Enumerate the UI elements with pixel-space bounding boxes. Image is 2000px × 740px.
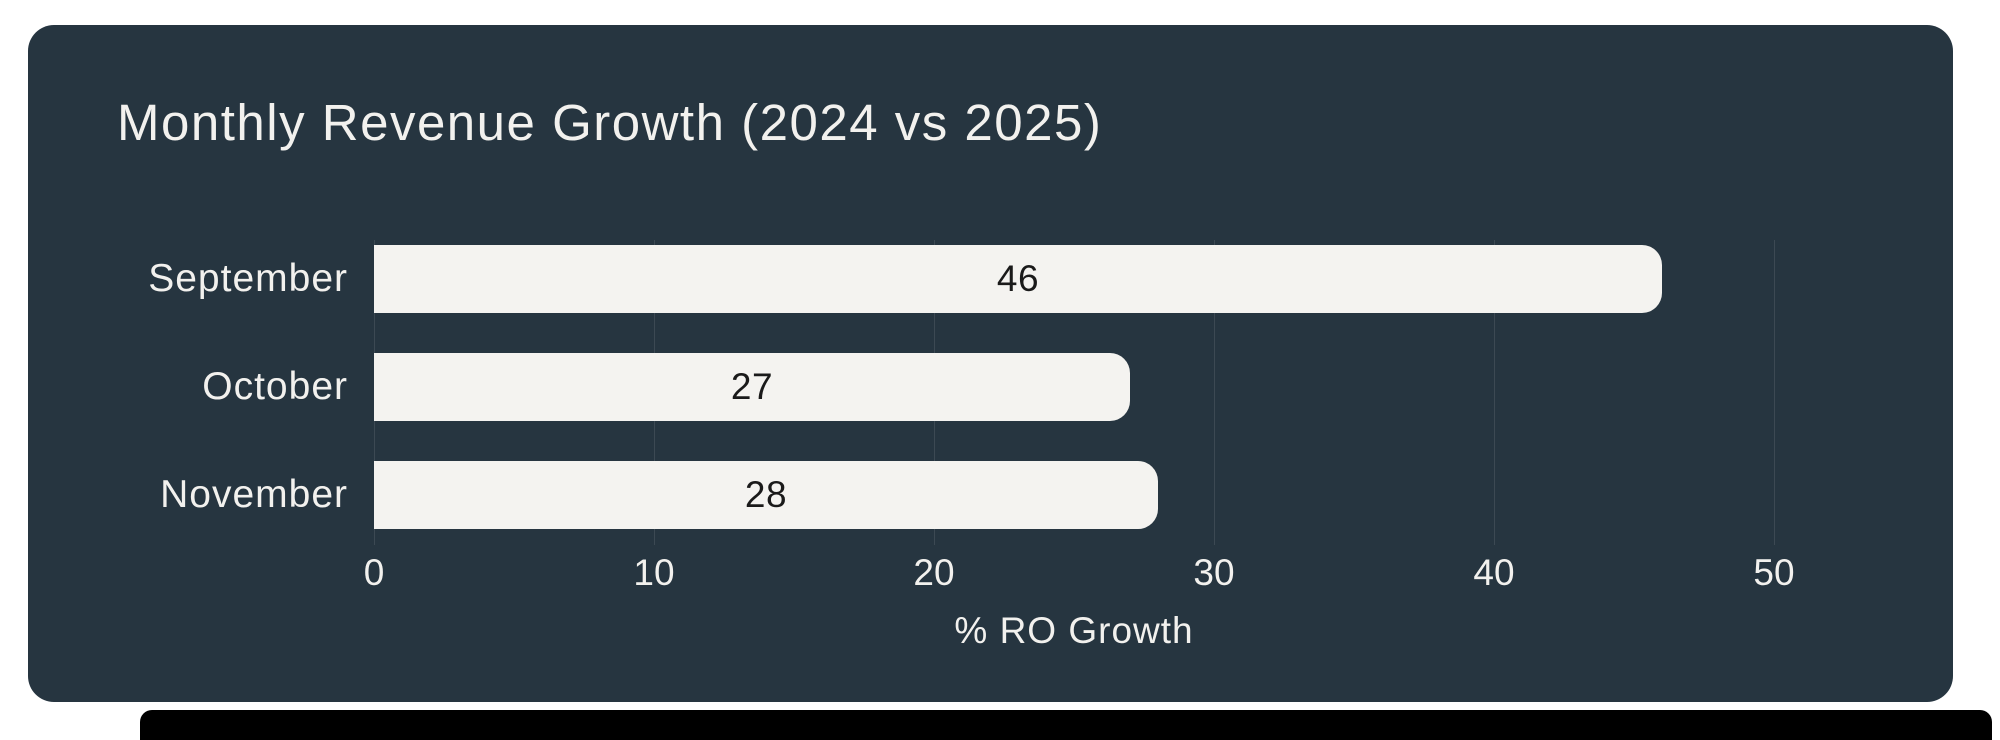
gridline-50 — [1774, 240, 1775, 545]
category-label-november: November — [160, 473, 348, 516]
category-label-october: October — [202, 365, 348, 408]
x-tick-30: 30 — [1193, 552, 1235, 593]
chart-card: Monthly Revenue Growth (2024 vs 2025) Se… — [28, 25, 1953, 702]
x-axis-title: % RO Growth — [954, 610, 1194, 651]
bar-november: 28 — [374, 461, 1158, 529]
gridline-30 — [1214, 240, 1215, 545]
x-tick-10: 10 — [633, 552, 675, 593]
x-tick-50: 50 — [1753, 552, 1795, 593]
bar-october: 27 — [374, 353, 1130, 421]
chart-title: Monthly Revenue Growth (2024 vs 2025) — [117, 94, 1103, 151]
category-label-september: September — [148, 257, 348, 300]
window-edge-strip — [140, 710, 1992, 740]
plot-area: 46 27 28 0 10 20 30 40 50 % RO Growth — [364, 240, 1940, 651]
bar-september: 46 — [374, 245, 1662, 313]
bar-value-october: 27 — [730, 366, 774, 407]
x-tick-20: 20 — [913, 552, 955, 593]
x-tick-40: 40 — [1473, 552, 1515, 593]
gridline-40 — [1494, 240, 1495, 545]
x-tick-0: 0 — [363, 552, 385, 593]
bar-value-september: 46 — [996, 258, 1040, 299]
bar-value-november: 28 — [744, 474, 788, 515]
